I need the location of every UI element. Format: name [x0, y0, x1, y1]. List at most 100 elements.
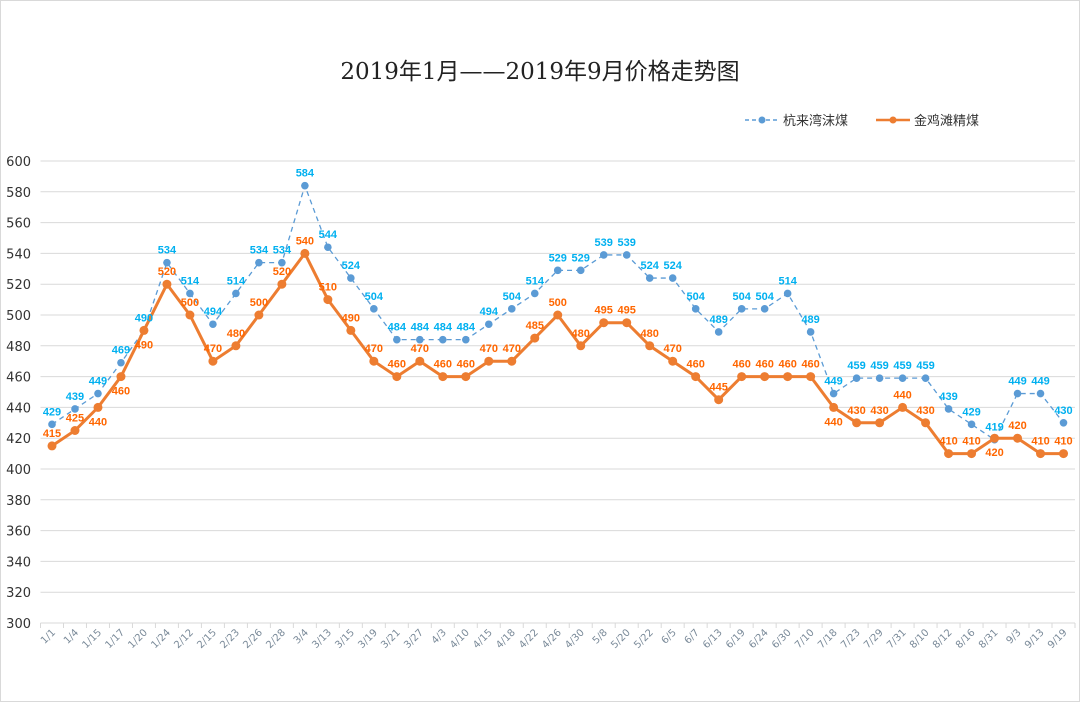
data-point	[117, 358, 125, 367]
y-tick-label: 320	[6, 586, 31, 601]
data-point	[300, 248, 310, 258]
x-tick-label: 7/29	[862, 627, 886, 651]
data-label: 439	[939, 391, 957, 403]
data-label: 480	[572, 328, 590, 340]
data-label: 460	[755, 359, 773, 371]
x-tick-label: 1/17	[103, 627, 127, 651]
x-tick-label: 3/15	[333, 627, 357, 651]
data-label: 544	[319, 229, 338, 241]
y-tick-label: 440	[6, 401, 31, 416]
data-label: 520	[273, 266, 291, 278]
chart-title: 2019年1月——2019年9月价格走势图	[340, 59, 740, 85]
data-point	[576, 266, 585, 275]
data-label: 449	[824, 376, 842, 388]
x-tick-label: 6/5	[660, 627, 679, 646]
data-point	[393, 335, 401, 344]
data-label: 495	[618, 305, 636, 317]
data-label: 420	[985, 447, 1003, 459]
data-point	[415, 356, 425, 366]
data-label: 440	[89, 416, 107, 428]
data-point	[484, 320, 493, 329]
x-tick-label: 3/27	[402, 627, 426, 651]
data-label: 514	[526, 275, 545, 287]
x-tick-label: 4/30	[563, 627, 587, 651]
y-tick-label: 460	[6, 371, 31, 386]
data-point	[783, 372, 793, 382]
data-point	[324, 243, 332, 252]
x-tick-label: 4/10	[448, 627, 472, 651]
data-point	[162, 279, 172, 289]
data-label: 539	[618, 237, 636, 249]
data-label: 504	[687, 291, 706, 303]
data-label: 449	[1031, 376, 1049, 388]
y-tick-label: 300	[6, 617, 31, 632]
x-tick-label: 7/23	[839, 627, 863, 651]
data-label: 440	[824, 416, 842, 428]
data-label: 504	[503, 291, 522, 303]
series-line-1	[51, 183, 1065, 441]
x-tick-label: 6/19	[724, 627, 748, 651]
data-point	[301, 181, 309, 190]
x-tick-label: 4/26	[540, 627, 564, 651]
y-tick-label: 520	[6, 278, 31, 293]
data-label: 480	[641, 328, 659, 340]
data-point	[714, 328, 723, 336]
data-point	[438, 372, 448, 382]
data-label: 510	[319, 282, 337, 294]
data-point	[967, 420, 976, 429]
data-point	[737, 372, 747, 382]
x-tick-label: 5/20	[609, 627, 633, 651]
x-tick-label: 3/21	[379, 627, 403, 651]
data-label: 584	[296, 168, 315, 180]
data-label: 540	[296, 235, 314, 247]
y-tick-label: 480	[6, 340, 31, 355]
x-tick-label: 9/19	[1046, 627, 1070, 651]
data-point	[186, 289, 194, 298]
data-point	[944, 405, 953, 413]
x-tick-label: 8/31	[977, 627, 1001, 651]
data-label: 449	[1008, 376, 1026, 388]
data-point	[599, 318, 609, 328]
legend-label: 杭来湾沫煤	[783, 114, 849, 129]
data-label: 504	[732, 291, 751, 303]
data-point	[760, 372, 770, 382]
y-tick-label: 420	[6, 432, 31, 447]
data-point	[232, 289, 240, 298]
data-point	[48, 420, 56, 429]
data-label: 459	[870, 360, 888, 372]
x-tick-label: 7/10	[793, 627, 817, 651]
data-label: 480	[227, 328, 245, 340]
data-label: 439	[66, 391, 84, 403]
data-point	[116, 372, 126, 382]
x-tick-label: 7/18	[816, 627, 840, 651]
x-tick-label: 7/31	[885, 627, 909, 651]
data-label: 500	[181, 297, 199, 309]
data-label: 534	[158, 245, 177, 257]
data-point	[70, 426, 80, 435]
data-point	[347, 274, 355, 282]
data-point	[370, 305, 378, 313]
x-tick-label: 8/16	[954, 627, 978, 651]
data-point	[852, 374, 861, 382]
y-tick-label: 380	[6, 494, 31, 509]
data-label: 495	[595, 305, 613, 317]
data-point	[553, 266, 562, 275]
data-point	[990, 433, 1000, 443]
data-point	[599, 251, 608, 259]
data-label: 470	[411, 343, 429, 355]
data-label: 484	[434, 322, 453, 334]
data-point	[507, 305, 516, 313]
data-label: 484	[457, 322, 476, 334]
data-label: 489	[709, 314, 727, 326]
data-point	[507, 356, 517, 366]
x-tick-label: 2/12	[172, 627, 196, 651]
data-point	[921, 374, 930, 382]
data-point	[576, 341, 586, 351]
data-point	[346, 325, 356, 335]
data-label: 460	[434, 359, 452, 371]
data-label: 484	[411, 322, 430, 334]
data-point	[760, 305, 769, 313]
data-label: 500	[549, 297, 567, 309]
data-label: 470	[664, 343, 682, 355]
